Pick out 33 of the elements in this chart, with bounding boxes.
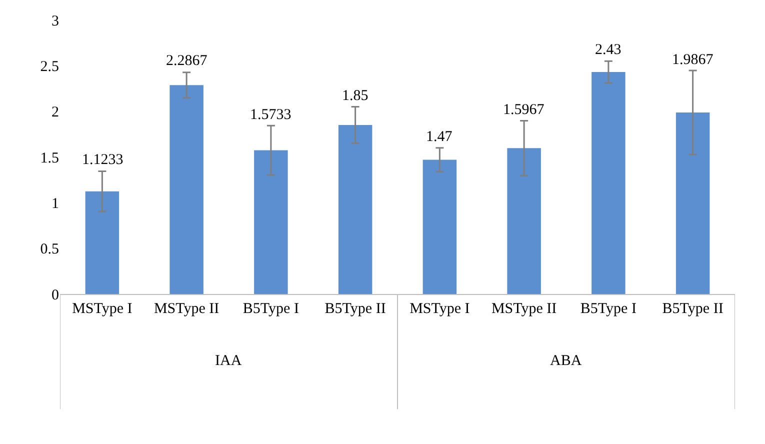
data-label: 2.43: [595, 42, 622, 58]
y-tick-label: 0: [52, 287, 59, 304]
bar: [170, 85, 204, 294]
y-tick-label: 1: [52, 196, 59, 212]
data-label: 1.85: [342, 88, 368, 104]
data-label: 1.9867: [672, 52, 714, 68]
y-tick-label: 2.5: [40, 58, 59, 75]
x-tick-label: B5Type II: [324, 301, 386, 317]
bar: [338, 125, 372, 294]
x-tick-label: B5Type I: [242, 301, 299, 317]
y-tick-label: 0.5: [40, 242, 59, 258]
data-label: 1.1233: [82, 152, 124, 168]
bar: [676, 112, 710, 294]
bar: [254, 150, 288, 294]
bar: [85, 191, 120, 294]
data-label: 2.2867: [166, 53, 208, 69]
data-label: 1.5733: [250, 107, 292, 123]
y-tick-label: 1.5: [40, 150, 59, 166]
x-tick-label: B5Type I: [580, 301, 636, 317]
x-tick-label: MSType II: [491, 301, 557, 317]
data-label: 1.47: [426, 129, 453, 145]
bar: [507, 148, 541, 294]
y-tick-label: 3: [52, 13, 59, 30]
data-label: 1.5967: [503, 102, 545, 118]
text: ABA: [550, 353, 582, 369]
x-tick-label: MSType I: [72, 301, 132, 317]
x-tick-label: B5Type II: [662, 301, 724, 317]
x-tick-label: MSType II: [154, 301, 220, 317]
bar: [592, 72, 626, 294]
x-tick-label: MSType I: [410, 301, 470, 317]
y-tick-label: 2: [52, 104, 59, 121]
bar: [422, 160, 457, 294]
text: IAA: [215, 353, 242, 369]
